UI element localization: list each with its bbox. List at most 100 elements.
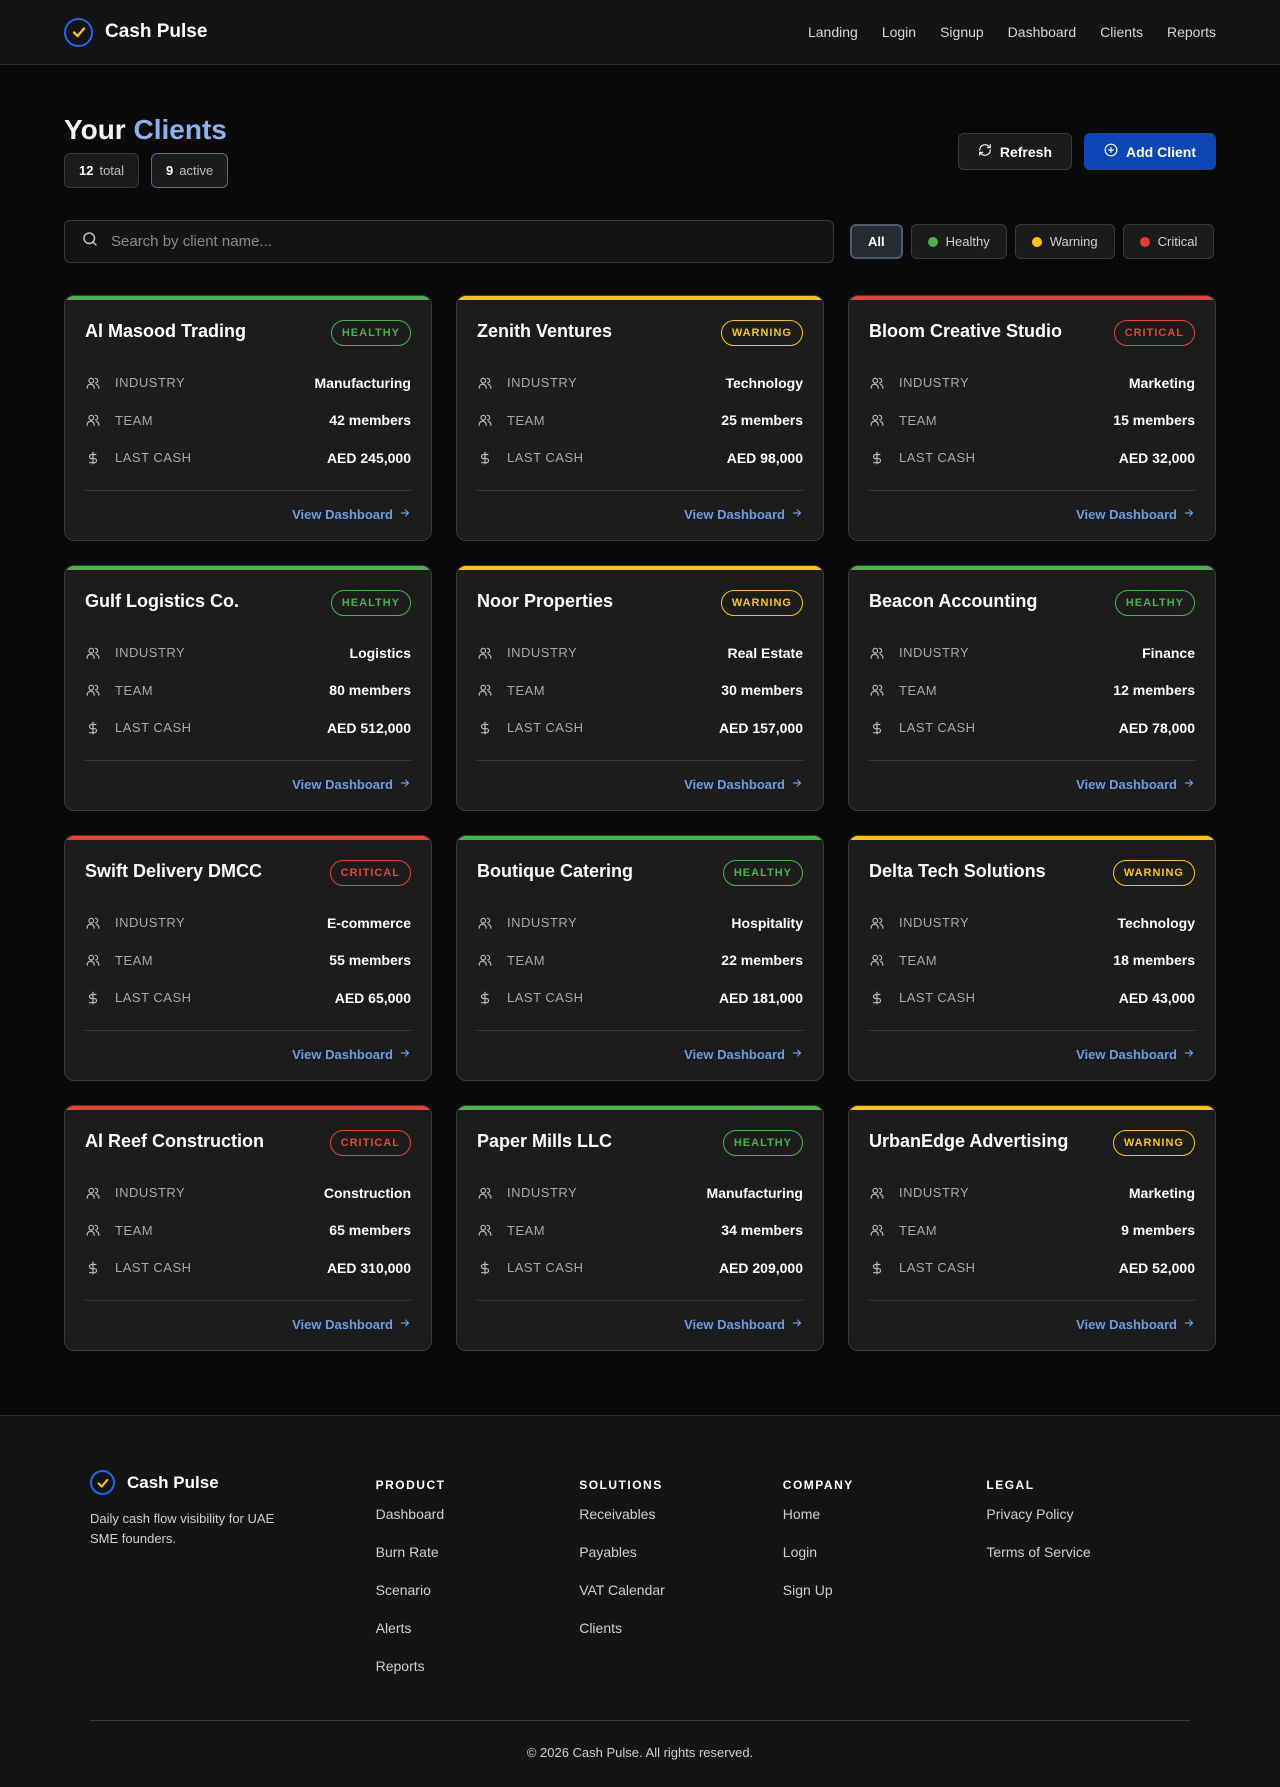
status-bar	[65, 836, 431, 840]
industry-row: INDUSTRY Finance	[869, 634, 1195, 672]
critical-dot-icon	[1139, 236, 1150, 247]
dollar-sign-icon	[85, 1260, 101, 1276]
team-value: 30 members	[721, 682, 803, 699]
view-dashboard-label: View Dashboard	[1076, 776, 1177, 792]
client-card: Paper Mills LLC HEALTHY INDUSTRY Manufac…	[456, 1105, 824, 1351]
industry-value: Marketing	[1128, 1184, 1195, 1201]
filter-critical-label: Critical	[1157, 234, 1198, 249]
view-dashboard-link[interactable]: View Dashboard	[684, 1047, 803, 1062]
card-divider	[85, 1299, 411, 1301]
industry-label: INDUSTRY	[507, 645, 578, 661]
refresh-button[interactable]: Refresh	[957, 133, 1072, 170]
view-dashboard-label: View Dashboard	[684, 506, 785, 522]
view-dashboard-link[interactable]: View Dashboard	[1076, 1047, 1195, 1062]
footer-link-alerts[interactable]: Alerts	[375, 1620, 412, 1636]
nav-link-signup[interactable]: Signup	[940, 24, 984, 40]
nav-link-dashboard[interactable]: Dashboard	[1007, 24, 1077, 40]
site-footer: Cash Pulse Daily cash flow visibility fo…	[0, 1415, 1280, 1787]
view-dashboard-link[interactable]: View Dashboard	[684, 777, 803, 792]
arrow-right-icon	[399, 1317, 411, 1332]
nav-link-clients[interactable]: Clients	[1100, 24, 1143, 40]
footer-link-login[interactable]: Login	[782, 1544, 818, 1560]
view-dashboard-link[interactable]: View Dashboard	[684, 1317, 803, 1332]
footer-column-title: SOLUTIONS	[579, 1478, 663, 1492]
footer-link-clients[interactable]: Clients	[579, 1620, 622, 1636]
view-dashboard-link[interactable]: View Dashboard	[684, 507, 803, 522]
industry-row: INDUSTRY Hospitality	[477, 904, 803, 942]
view-dashboard-link[interactable]: View Dashboard	[292, 1317, 411, 1332]
status-bar	[457, 1106, 823, 1110]
filter-all-label: All	[868, 234, 885, 249]
view-dashboard-link[interactable]: View Dashboard	[1076, 1317, 1195, 1332]
team-row: TEAM 12 members	[869, 672, 1195, 710]
industry-label: INDUSTRY	[115, 915, 186, 931]
filter-warning-button[interactable]: Warning	[1014, 224, 1115, 259]
filter-critical-button[interactable]: Critical	[1122, 224, 1215, 259]
last-cash-value: AED 245,000	[326, 449, 411, 466]
brand[interactable]: Cash Pulse	[64, 17, 207, 47]
footer-link-privacy-policy[interactable]: Privacy Policy	[986, 1506, 1074, 1522]
footer-link-terms-of-service[interactable]: Terms of Service	[986, 1544, 1091, 1560]
footer-link-dashboard[interactable]: Dashboard	[375, 1506, 445, 1522]
industry-label: INDUSTRY	[507, 915, 578, 931]
last-cash-row: LAST CASH AED 245,000	[85, 439, 411, 477]
search-input[interactable]	[111, 233, 817, 250]
last-cash-value: AED 310,000	[326, 1259, 411, 1276]
copyright: © 2026 Cash Pulse. All rights reserved.	[526, 1745, 754, 1760]
status-bar	[849, 296, 1215, 300]
dollar-sign-icon	[869, 450, 885, 466]
footer-link-payables[interactable]: Payables	[579, 1544, 637, 1560]
arrow-right-icon	[1183, 507, 1195, 522]
nav-link-landing[interactable]: Landing	[807, 24, 858, 40]
arrow-right-icon	[399, 1047, 411, 1062]
card-header: Boutique Catering HEALTHY	[477, 860, 803, 888]
last-cash-value: AED 157,000	[718, 719, 803, 736]
team-value: 25 members	[721, 412, 803, 429]
client-details: INDUSTRY Technology TEAM 18 members	[869, 904, 1195, 1017]
add-client-button[interactable]: Add Client	[1084, 133, 1216, 170]
status-bar	[457, 296, 823, 300]
industry-row: INDUSTRY Real Estate	[477, 634, 803, 672]
last-cash-row: LAST CASH AED 310,000	[85, 1249, 411, 1287]
view-dashboard-link[interactable]: View Dashboard	[292, 1047, 411, 1062]
footer-link-home[interactable]: Home	[782, 1506, 821, 1522]
footer-link-receivables[interactable]: Receivables	[579, 1506, 656, 1522]
footer-link-burn-rate[interactable]: Burn Rate	[375, 1544, 439, 1560]
view-dashboard-label: View Dashboard	[292, 776, 393, 792]
card-header: Al Reef Construction CRITICAL	[85, 1130, 411, 1158]
dollar-sign-icon	[869, 1260, 885, 1276]
footer-brand-row: Cash Pulse	[90, 1470, 376, 1495]
client-card: UrbanEdge Advertising WARNING INDUSTRY M…	[848, 1105, 1216, 1351]
filter-healthy-label: Healthy	[945, 234, 990, 249]
client-name: Noor Properties	[477, 591, 614, 611]
users-icon	[85, 1222, 101, 1238]
client-name: Zenith Ventures	[477, 321, 613, 341]
view-dashboard-link[interactable]: View Dashboard	[292, 777, 411, 792]
last-cash-row: LAST CASH AED 209,000	[477, 1249, 803, 1287]
footer-link-reports[interactable]: Reports	[375, 1658, 425, 1674]
filter-healthy-button[interactable]: Healthy	[910, 224, 1007, 259]
footer-link-vat-calendar[interactable]: VAT Calendar	[579, 1582, 665, 1598]
footer-column-title: COMPANY	[782, 1478, 854, 1492]
status-badge: CRITICAL	[1113, 320, 1195, 346]
status-badge: WARNING	[1112, 860, 1195, 886]
view-dashboard-link[interactable]: View Dashboard	[1076, 777, 1195, 792]
industry-value: Logistics	[349, 644, 411, 661]
footer-link-sign-up[interactable]: Sign Up	[782, 1582, 833, 1598]
team-label: TEAM	[899, 412, 938, 428]
team-row: TEAM 25 members	[477, 402, 803, 440]
filter-all-button[interactable]: All	[850, 224, 903, 259]
view-dashboard-link[interactable]: View Dashboard	[1076, 507, 1195, 522]
client-details: INDUSTRY Hospitality TEAM 22 members	[477, 904, 803, 1017]
last-cash-label: LAST CASH	[899, 990, 976, 1006]
card-header: Paper Mills LLC HEALTHY	[477, 1130, 803, 1158]
users-icon	[477, 682, 493, 698]
footer-column-title: PRODUCT	[375, 1478, 446, 1492]
view-dashboard-link[interactable]: View Dashboard	[292, 507, 411, 522]
nav-link-reports[interactable]: Reports	[1166, 24, 1216, 40]
nav-link-login[interactable]: Login	[881, 24, 917, 40]
users-icon	[477, 645, 493, 661]
industry-row: INDUSTRY Marketing	[869, 1174, 1195, 1212]
card-divider	[477, 1299, 803, 1301]
footer-link-scenario[interactable]: Scenario	[375, 1582, 431, 1598]
